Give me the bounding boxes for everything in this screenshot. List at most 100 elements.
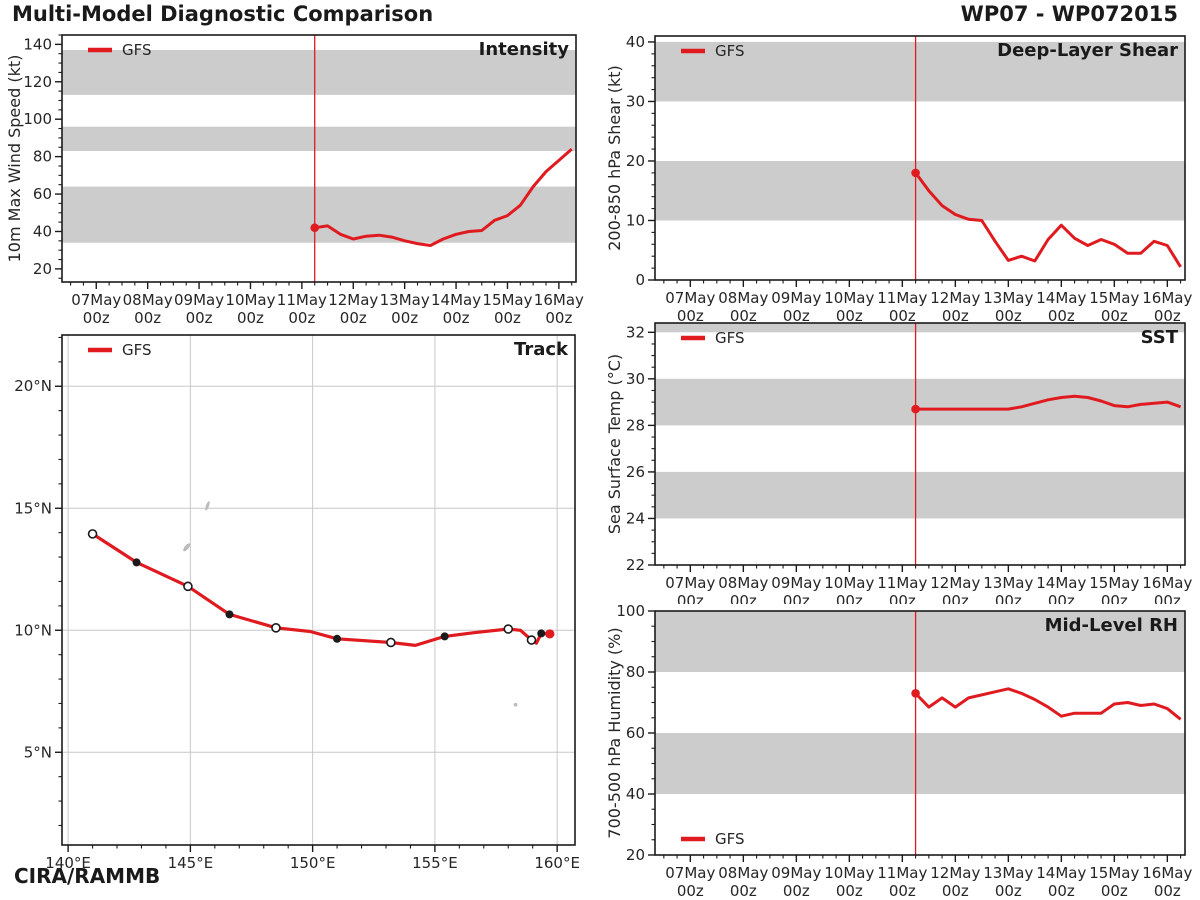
- lat-tick-label: 5°N: [24, 743, 52, 761]
- plot-border: [654, 610, 1186, 856]
- y-tick-label: 24: [626, 509, 645, 527]
- x-tick-label: 14May: [431, 291, 481, 309]
- plot-border: [654, 35, 1186, 281]
- lon-tick-label: 145°E: [168, 854, 214, 872]
- y-tick-label: 40: [626, 785, 645, 803]
- x-tick-sublabel: 00z: [288, 309, 315, 327]
- x-tick-sublabel: 00z: [186, 309, 213, 327]
- x-tick-label: 08May: [123, 291, 173, 309]
- intensity-plot: 07May00z08May00z09May00z10May00z11May00z…: [5, 34, 584, 327]
- plot-title: Deep-Layer Shear: [997, 40, 1178, 61]
- x-tick-sublabel: 00z: [1101, 592, 1128, 604]
- gray-band: [655, 733, 1185, 794]
- track-point-filled: [132, 558, 141, 567]
- plot-title: Mid-Level RH: [1045, 615, 1178, 636]
- y-tick-label: 60: [626, 724, 645, 742]
- x-tick-sublabel: 00z: [83, 309, 110, 327]
- x-tick-sublabel: 00z: [1048, 307, 1075, 325]
- lon-tick-label: 160°E: [534, 854, 580, 872]
- x-tick-sublabel: 00z: [545, 309, 572, 327]
- x-tick-label: 10May: [824, 289, 874, 307]
- sst-plot: 07May00z08May00z09May00z10May00z11May00z…: [605, 322, 1192, 604]
- x-tick-label: 13May: [983, 289, 1033, 307]
- x-tick-sublabel: 00z: [995, 307, 1022, 325]
- x-tick-sublabel: 00z: [942, 307, 969, 325]
- track-plot: 140°E 145°E 150°E 155°E 160°E 5°N 10°N 15°N 20°N…: [14, 334, 580, 872]
- x-tick-sublabel: 00z: [783, 882, 810, 900]
- x-tick-label: 12May: [328, 291, 378, 309]
- y-tick-label: 20: [33, 260, 52, 278]
- x-tick-label: 07May: [665, 574, 715, 592]
- credit: CIRA/RAMMB: [14, 864, 161, 888]
- y-tick-label: 100: [23, 110, 52, 128]
- x-tick-sublabel: 00z: [677, 592, 704, 604]
- plot-border: [61, 34, 577, 283]
- x-tick-sublabel: 00z: [889, 592, 916, 604]
- storm-id: WP07 - WP072015: [960, 2, 1178, 26]
- track-point-filled: [333, 634, 342, 643]
- y-tick-label: 10: [626, 211, 645, 229]
- y-tick-label: 40: [626, 33, 645, 51]
- x-tick-label: 15May: [482, 291, 532, 309]
- track-point-open: [87, 529, 98, 539]
- gray-band: [655, 323, 1185, 333]
- x-tick-sublabel: 00z: [836, 882, 863, 900]
- track-point-open: [183, 581, 193, 592]
- x-tick-label: 13May: [983, 574, 1033, 592]
- x-tick-sublabel: 00z: [836, 592, 863, 604]
- x-tick-label: 12May: [930, 864, 980, 882]
- x-tick-sublabel: 00z: [730, 592, 757, 604]
- island-pohnpei: [513, 702, 518, 707]
- gfs-line: [314, 147, 573, 247]
- x-tick-label: 07May: [71, 291, 121, 309]
- lat-tick-label: 10°N: [14, 621, 52, 639]
- y-tick-label: 30: [626, 92, 645, 110]
- x-tick-label: 15May: [1089, 574, 1139, 592]
- legend-label: GFS: [715, 830, 745, 848]
- y-axis-label: 700-500 hPa Humidity (%): [605, 627, 624, 838]
- x-tick-label: 14May: [1036, 864, 1086, 882]
- x-tick-label: 15May: [1089, 289, 1139, 307]
- panel-track: 140°E 145°E 150°E 155°E 160°E 5°N 10°N 15°N 20°N…: [0, 328, 600, 890]
- lon-tick-label: 140°E: [45, 854, 91, 872]
- track-point-open: [386, 637, 396, 648]
- x-tick-sublabel: 00z: [677, 307, 704, 325]
- gray-band: [655, 160, 1185, 221]
- plot-title: Intensity: [479, 39, 570, 60]
- page-title: Multi-Model Diagnostic Comparison: [12, 2, 434, 26]
- x-tick-sublabel: 00z: [391, 309, 418, 327]
- y-axis-label: 10m Max Wind Speed (kt): [5, 55, 24, 263]
- y-tick-label: 26: [626, 463, 645, 481]
- island-saipan-tinian: [205, 501, 210, 511]
- x-tick-label: 12May: [930, 574, 980, 592]
- init-point: [911, 404, 920, 414]
- init-point: [911, 168, 920, 178]
- x-tick-label: 16May: [1142, 289, 1192, 307]
- x-tick-label: 12May: [930, 289, 980, 307]
- legend-label: GFS: [122, 341, 152, 359]
- x-tick-sublabel: 00z: [889, 882, 916, 900]
- lon-tick-label: 150°E: [290, 854, 336, 872]
- x-tick-sublabel: 00z: [783, 307, 810, 325]
- x-tick-sublabel: 00z: [1154, 882, 1181, 900]
- x-tick-label: 08May: [718, 864, 768, 882]
- y-tick-label: 80: [33, 148, 52, 166]
- y-tick-label: 80: [626, 663, 645, 681]
- x-tick-label: 15May: [1089, 864, 1139, 882]
- x-tick-label: 08May: [718, 574, 768, 592]
- x-tick-sublabel: 00z: [730, 307, 757, 325]
- x-tick-label: 09May: [771, 574, 821, 592]
- y-tick-label: 20: [626, 152, 645, 170]
- x-tick-sublabel: 00z: [1154, 307, 1181, 325]
- gray-band: [655, 611, 1185, 672]
- x-tick-label: 10May: [824, 864, 874, 882]
- y-tick-label: 120: [23, 73, 52, 91]
- x-tick-sublabel: 00z: [783, 592, 810, 604]
- legend-label: GFS: [715, 42, 745, 60]
- track-point-open: [271, 623, 281, 633]
- x-tick-sublabel: 00z: [1048, 882, 1075, 900]
- x-tick-sublabel: 00z: [730, 882, 757, 900]
- track-point-filled: [537, 629, 546, 638]
- x-tick-label: 10May: [824, 574, 874, 592]
